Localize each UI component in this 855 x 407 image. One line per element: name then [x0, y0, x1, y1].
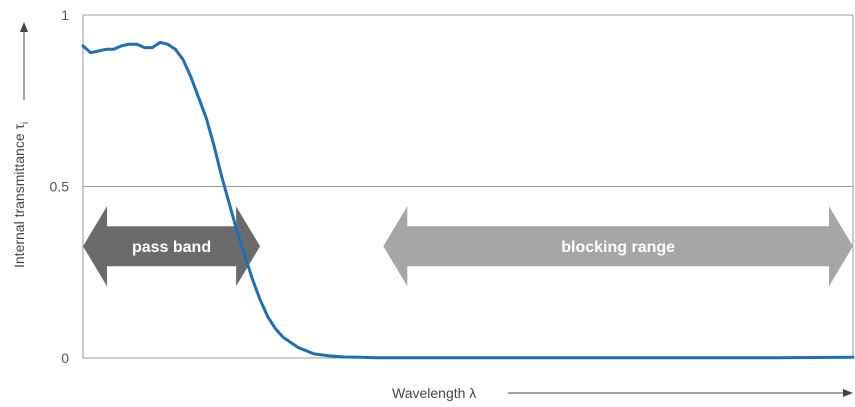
y-axis-label-group: Internal transmittance τi: [11, 122, 31, 268]
series-line-0: [81, 40, 855, 360]
x-axis-arrow-head: [843, 389, 853, 397]
y-axis-label: Internal transmittance τi: [11, 122, 31, 268]
range-arrow-label-1: blocking range: [561, 239, 675, 256]
grid: [82, 14, 854, 359]
range-arrow-label-0: pass band: [132, 239, 211, 256]
range-arrow-0: [83, 206, 261, 287]
y-tick-label-2: 1: [61, 7, 69, 23]
series: [81, 40, 855, 360]
range-arrow-1: [383, 206, 853, 287]
range-arrows: pass band blocking range: [83, 206, 853, 287]
y-tick-label-0: 0: [61, 350, 69, 366]
x-axis-label: Wavelength λ: [392, 385, 476, 401]
y-tick-label-1: 0.5: [50, 179, 70, 195]
y-ticks: 00.51: [50, 7, 70, 366]
y-axis-arrow-head: [20, 22, 28, 32]
y-axis-label-subscript: i: [20, 122, 31, 124]
axis-labels: Wavelength λ Internal transmittance τi: [11, 22, 853, 401]
